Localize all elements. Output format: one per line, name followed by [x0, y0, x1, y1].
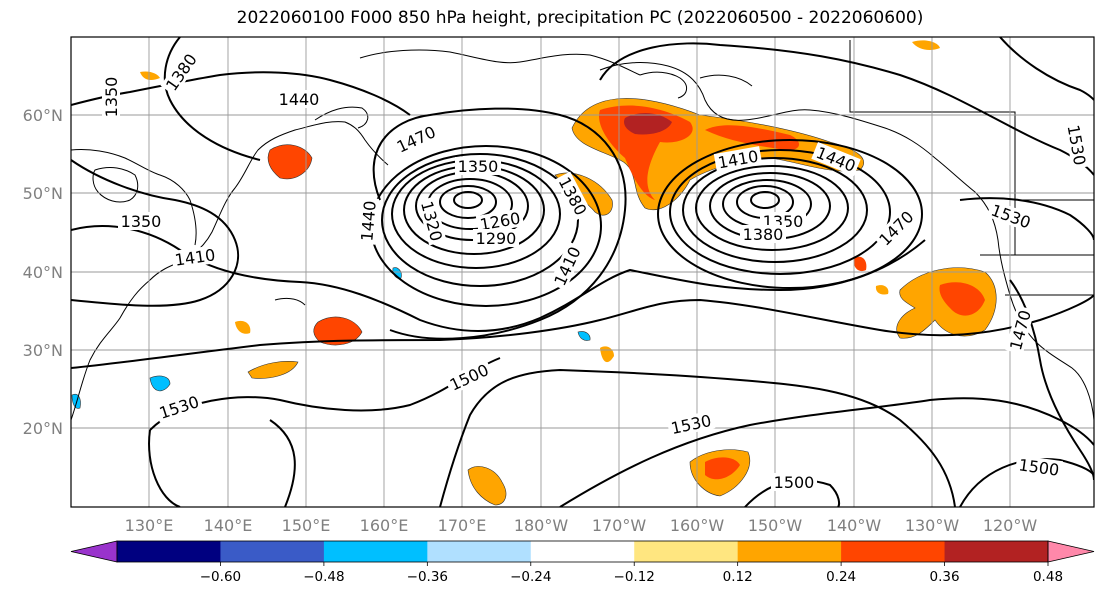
colorbar-tick-label: 0.24 — [826, 569, 856, 585]
lon-label: 140°E — [204, 516, 253, 535]
colorbar-tick-label: −0.24 — [510, 569, 551, 585]
colorbar-segment — [220, 541, 325, 562]
contour-label: 1530 — [157, 392, 202, 423]
graticule — [71, 37, 1094, 507]
colorbar-tick-label: −0.60 — [200, 569, 241, 585]
contour-label: 1530 — [1064, 123, 1090, 166]
colorbar-frame — [116, 540, 1049, 563]
contour-label: 1350 — [458, 157, 499, 176]
lon-label: 140°W — [827, 516, 882, 535]
lat-label: 30°N — [23, 341, 63, 360]
lon-label: 130°E — [125, 516, 174, 535]
colorbar-tick-label: −0.12 — [614, 569, 655, 585]
lon-label: 160°E — [360, 516, 409, 535]
colorbar-segment — [944, 541, 1049, 562]
colorbar-extend-min — [70, 540, 118, 563]
colorbar-segment — [323, 541, 428, 562]
lat-label: 20°N — [23, 419, 63, 438]
longitude-labels: 130°E 140°E 150°E 160°E 170°E 180°W 170°… — [125, 516, 1038, 535]
lat-label: 60°N — [23, 106, 63, 125]
colorbar-segment — [634, 541, 739, 562]
lon-label: 180°W — [514, 516, 569, 535]
contour-label: 1500 — [447, 360, 492, 394]
latitude-labels: 60°N 50°N 40°N 30°N 20°N — [23, 106, 63, 438]
lat-label: 40°N — [23, 263, 63, 282]
colorbar-segment — [841, 541, 946, 562]
contour-label: 1290 — [476, 229, 517, 248]
map-frame — [70, 36, 1095, 508]
contour-label: 1350 — [121, 212, 162, 231]
lon-label: 150°E — [282, 516, 331, 535]
chart-title: 2022060100 F000 850 hPa height, precipit… — [236, 8, 924, 28]
colorbar-tick-label: −0.48 — [303, 569, 344, 585]
lon-label: 160°W — [670, 516, 725, 535]
contour-label: 1470 — [394, 122, 439, 156]
contour-label: 1500 — [774, 473, 815, 492]
colorbar-segment — [117, 541, 221, 562]
contour-label: 1380 — [743, 225, 784, 244]
contour-label: 1350 — [102, 77, 121, 118]
lon-label: 150°W — [748, 516, 803, 535]
colorbar-tick-label: 0.12 — [723, 569, 753, 585]
colorbar-tick-label: 0.48 — [1033, 569, 1063, 585]
colorbar-tick-label: −0.36 — [407, 569, 448, 585]
colorbar-segment — [530, 541, 635, 562]
contour-label: 1410 — [550, 244, 584, 289]
lon-label: 130°W — [905, 516, 960, 535]
contour-label: 1440 — [279, 90, 320, 109]
lon-label: 170°W — [592, 516, 647, 535]
colorbar-segment — [737, 541, 842, 562]
lon-label: 120°W — [983, 516, 1038, 535]
colorbar-extend-max — [1047, 540, 1095, 563]
contour-label: 1530 — [669, 411, 713, 438]
colorbar-tick-label: 0.36 — [930, 569, 960, 585]
lon-label: 170°E — [438, 516, 487, 535]
colorbar: −0.60 −0.48 −0.36 −0.24 −0.12 0.12 0.24 0.36 0.4… — [70, 540, 1095, 585]
lat-label: 50°N — [23, 184, 63, 203]
colorbar-segment — [427, 541, 532, 562]
contour-label: 1440 — [357, 200, 379, 242]
